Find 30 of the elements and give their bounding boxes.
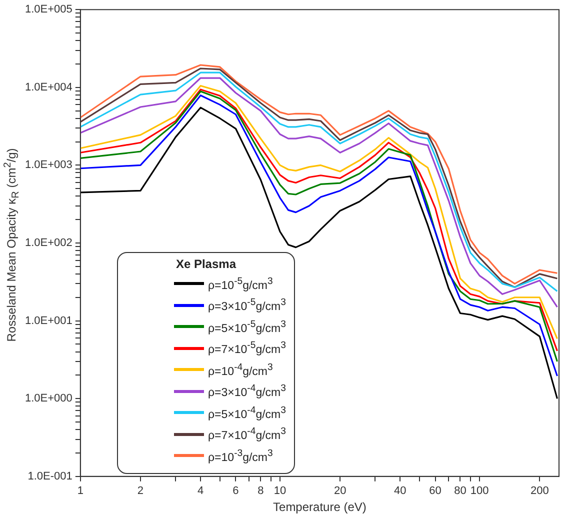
legend-title: Xe Plasma <box>174 257 238 271</box>
x-tick-label: 20 <box>334 485 346 498</box>
legend-label: ρ=10$^{-5}$g/cm$^{3}$ <box>208 276 273 292</box>
legend-label: ρ=5×10$^{-5}$g/cm$^{3}$ <box>208 318 286 335</box>
y-tick-label: 1.0E+002 <box>25 237 72 250</box>
x-tick-label: 6 <box>232 485 239 498</box>
x-tick-label: 8 <box>258 485 264 498</box>
legend-label: ρ=3×10$^{-5}$g/cm$^{3}$ <box>208 297 286 314</box>
legend-label: ρ=10$^{-3}$g/cm$^{3}$ <box>208 448 273 464</box>
legend-label: ρ=7×10$^{-4}$g/cm$^{3}$ <box>208 426 286 442</box>
x-tick-label: 40 <box>394 485 406 498</box>
x-tick-label: 100 <box>470 485 489 498</box>
y-tick-label: 1.0E+004 <box>25 81 72 94</box>
y-tick-label: 1.0E+003 <box>25 159 72 172</box>
x-tick-label: 4 <box>198 485 204 498</box>
x-tick-label: 10 <box>274 485 286 498</box>
legend-label: ρ=10$^{-4}$g/cm$^{3}$ <box>208 362 273 378</box>
y-tick-label: 1.0E+000 <box>25 392 72 405</box>
y-tick-label: 1.0E+005 <box>25 4 72 16</box>
x-tick-label: 1 <box>77 485 84 498</box>
y-tick-label: 1.0E-001 <box>28 470 72 482</box>
x-tick-label: 60 <box>429 485 442 498</box>
legend-label: ρ=3×10$^{-4}$g/cm$^{3}$ <box>208 383 286 400</box>
x-axis-title: Temperature (eV) <box>273 500 366 514</box>
x-tick-label: 200 <box>530 485 549 498</box>
y-tick-label: 1.0E+001 <box>25 314 72 327</box>
x-tick-label: 2 <box>137 485 144 498</box>
legend-label: ρ=7×10$^{-5}$g/cm$^{3}$ <box>208 340 286 356</box>
legend-label: ρ=5×10$^{-4}$g/cm$^{3}$ <box>208 404 286 421</box>
x-tick-label: 80 <box>454 485 466 498</box>
